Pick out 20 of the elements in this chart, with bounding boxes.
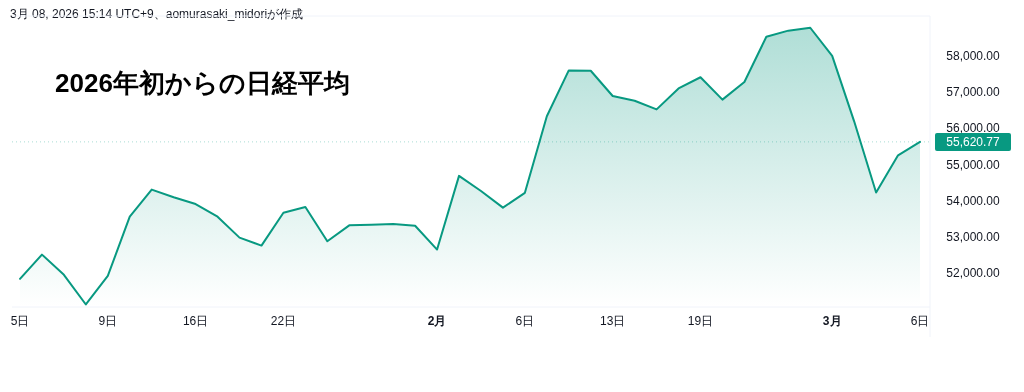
x-tick-label: 3月: [822, 314, 842, 328]
x-tick-label: 6日: [515, 314, 535, 328]
y-tick-label: 54,000.00: [946, 193, 1001, 208]
y-tick-label: 55,000.00: [946, 157, 1001, 172]
x-tick-label: 9日: [98, 314, 118, 328]
y-tick-label: 57,000.00: [946, 85, 1001, 100]
x-tick-label: 5日: [10, 314, 30, 328]
y-tick-label: 56,000.00: [946, 121, 1001, 136]
y-tick-label: 52,000.00: [946, 265, 1001, 280]
annotation: 3月 08, 2026 15:14 UTC+9、aomurasaki_midoriが作成: [10, 7, 304, 21]
ref-line-label: 55,620.77: [946, 135, 1001, 150]
x-tick-label: 6日: [910, 314, 930, 328]
y-tick-label: 53,000.00: [946, 229, 1001, 244]
x-tick-label: 19日: [687, 314, 714, 328]
x-tick-label: 22日: [270, 314, 297, 328]
x-tick-label: 2月: [427, 314, 447, 328]
x-tick-label: 13日: [600, 314, 626, 328]
x-tick-label: 16日: [182, 314, 209, 328]
y-tick-label: 58,000.00: [946, 49, 1001, 64]
text: 2026年初からの日経平均: [55, 68, 350, 98]
